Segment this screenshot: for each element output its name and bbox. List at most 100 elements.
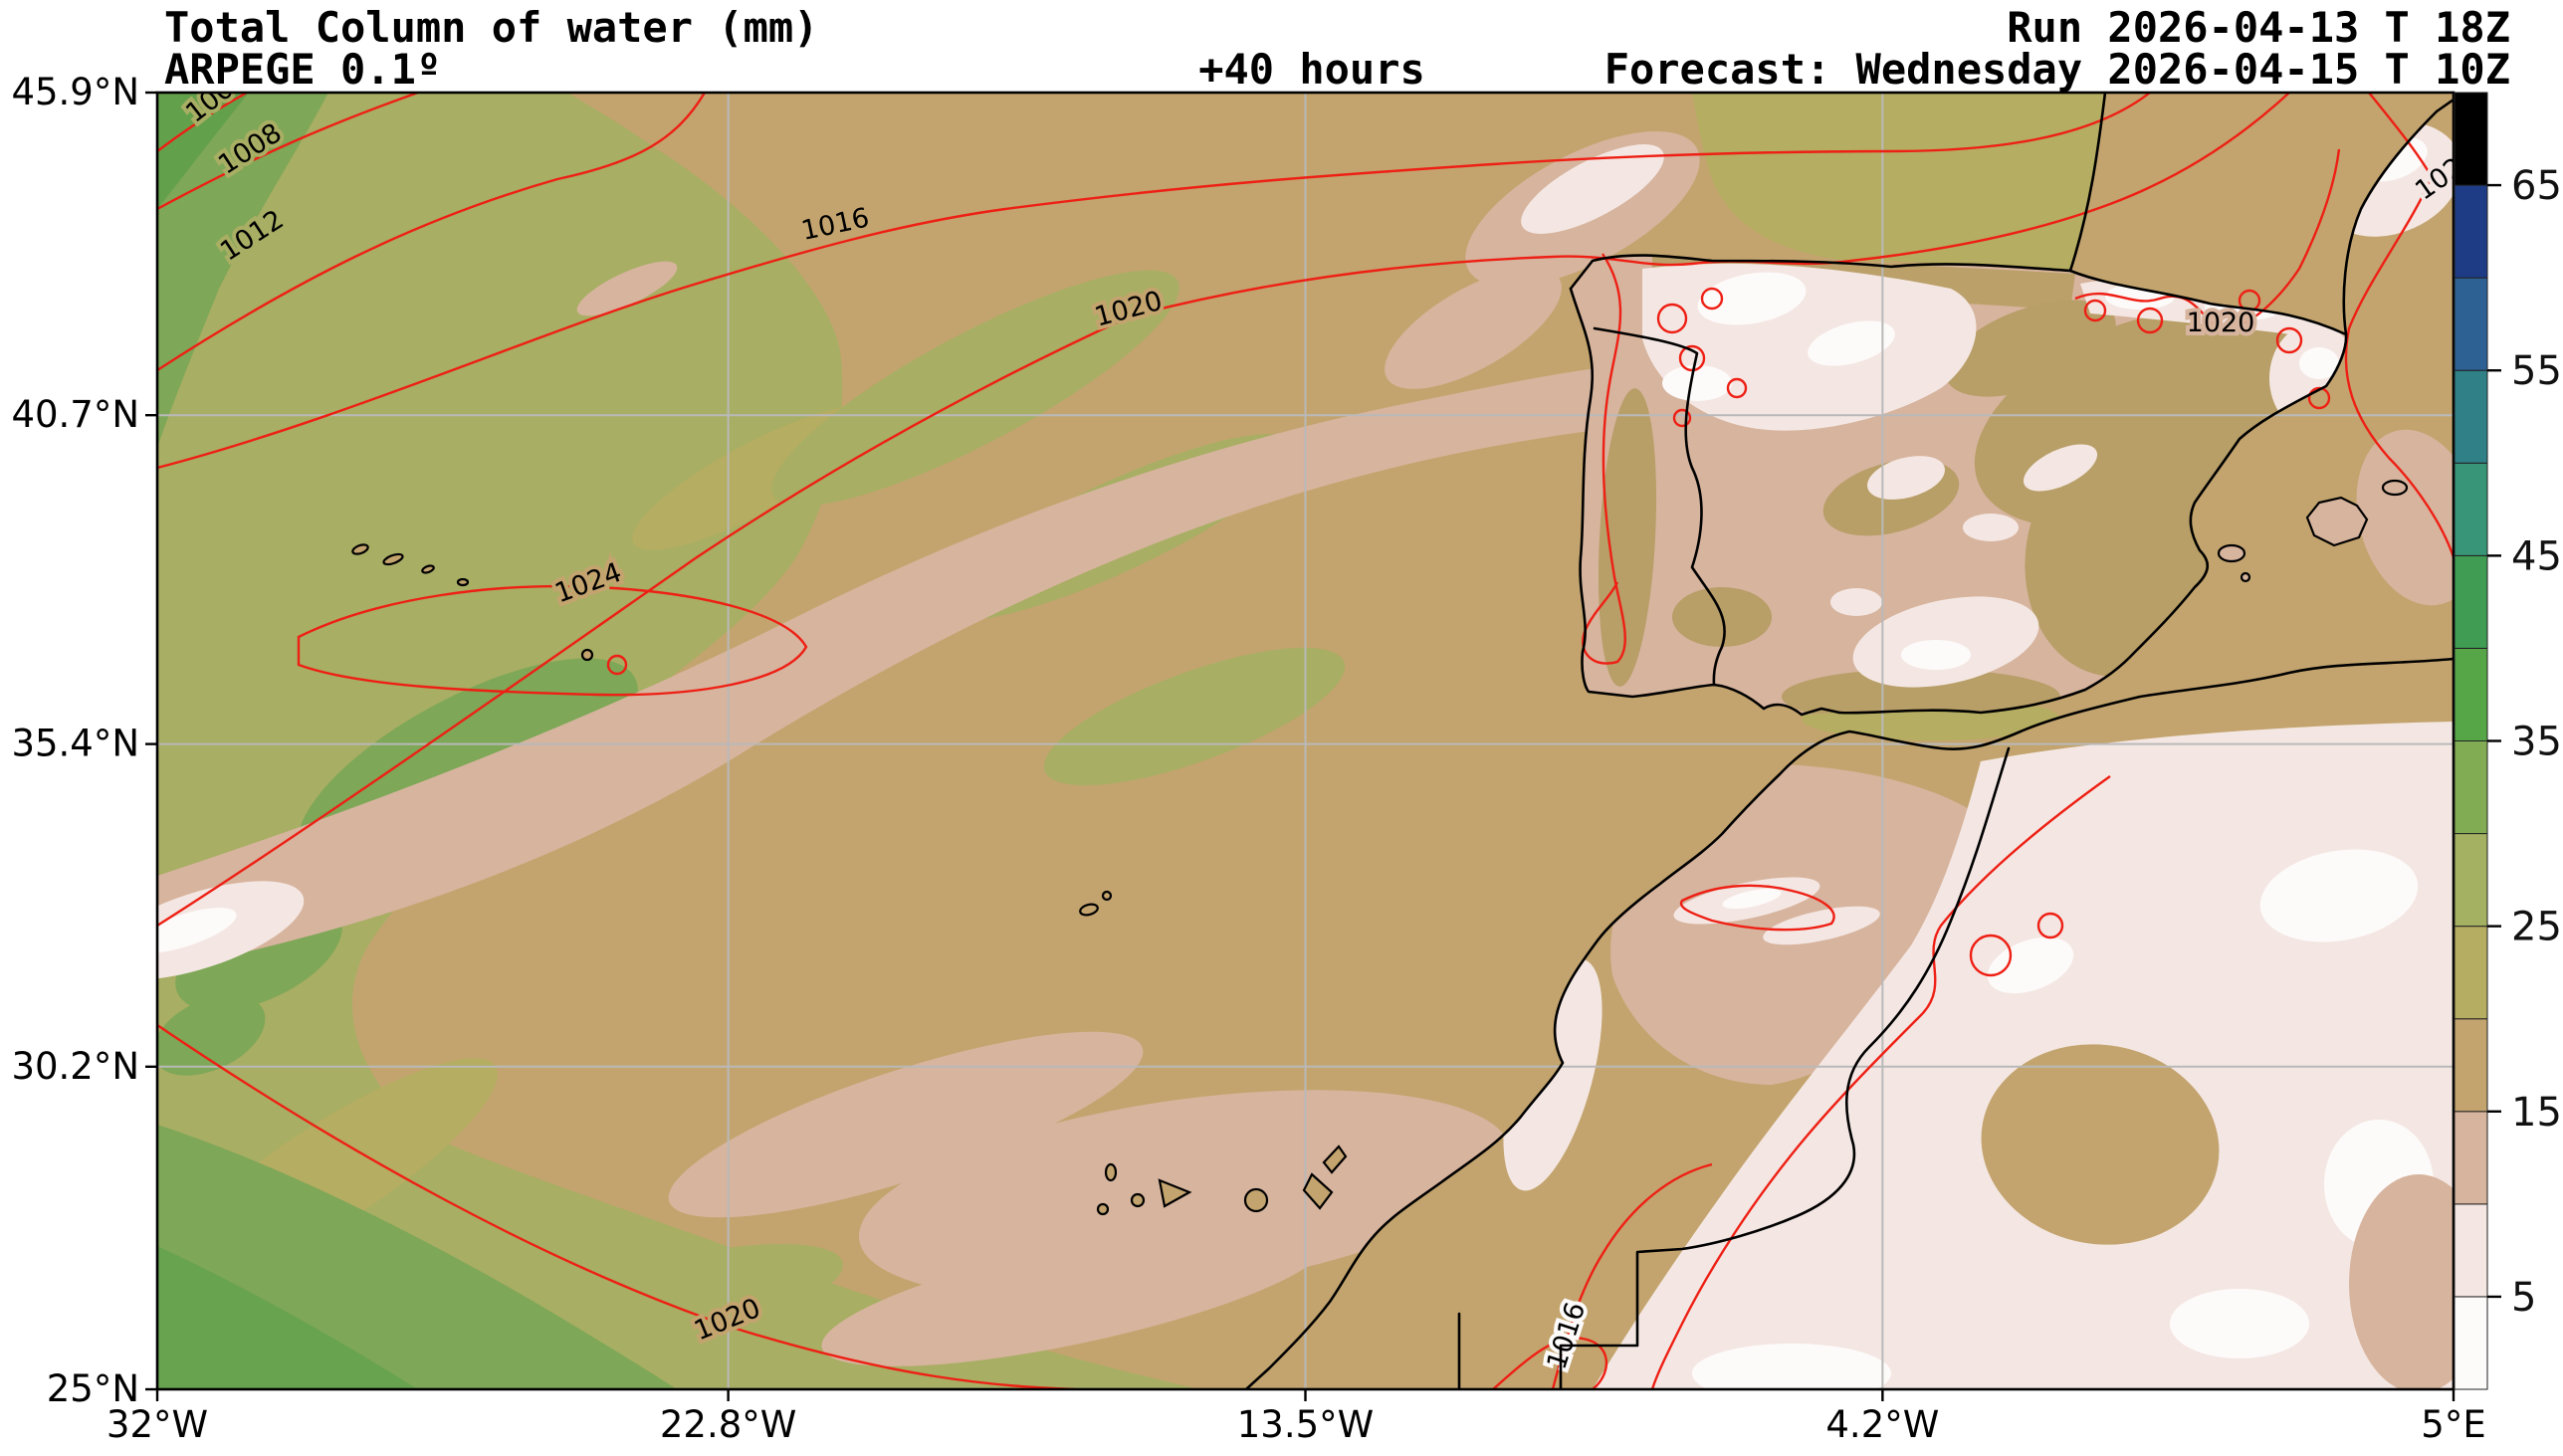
isobar-sahara <box>1650 775 2111 1389</box>
iberia-khaki <box>1945 300 2116 397</box>
field-pink-streak <box>1385 268 1562 389</box>
isobar-bottom-loop <box>1492 1337 1607 1389</box>
island-el-hierro <box>1096 1202 1110 1216</box>
iberia-white <box>1901 640 1971 670</box>
field-streak <box>550 1243 843 1345</box>
isobar-loop <box>2307 386 2331 410</box>
y-tick-label: 40.7°N <box>11 393 139 436</box>
colorbar-tick-label: 5 <box>2511 1275 2536 1321</box>
coast-portugal <box>1569 287 1841 717</box>
field-pink-streak <box>821 1221 1329 1366</box>
colorbar-segment <box>2454 647 2488 742</box>
gridlines <box>157 93 2454 1389</box>
island-azores <box>456 577 470 587</box>
island-lanzarote <box>1322 1144 1348 1174</box>
africa-white-bottom <box>1692 1344 1891 1389</box>
coast-africa <box>1244 657 2454 1389</box>
x-tick-label: 13.5°W <box>1237 1403 1374 1446</box>
coast-france-med <box>2342 98 2454 336</box>
isobar-loop <box>1726 377 1748 399</box>
field-pink-sliver <box>576 261 678 316</box>
y-tick-label: 35.4°N <box>11 723 139 765</box>
colorbar: 65 55 45 35 25 15 5 <box>2454 92 2562 1390</box>
colorbar-segment <box>2454 277 2488 371</box>
isobar-pyrenees <box>2074 148 2341 333</box>
africa-tan-blob <box>1981 1044 2220 1245</box>
colorbar-segment <box>2454 1203 2488 1298</box>
field-streak <box>1043 647 1346 786</box>
iberia-pale <box>1867 456 1945 500</box>
africa-pale-sahara <box>1593 722 2454 1389</box>
field-pink-streak <box>668 1031 1144 1218</box>
island-porto-santo <box>1101 890 1113 902</box>
isobar-1020-france <box>2344 93 2454 558</box>
island-formentera <box>2240 571 2251 583</box>
colorbar-segment <box>2454 92 2488 186</box>
island-santa-maria <box>580 648 594 662</box>
island-gran-canaria <box>1243 1187 1269 1213</box>
colorbar-tick-label: 35 <box>2511 720 2562 765</box>
island-madeira <box>1079 903 1099 917</box>
coastlines <box>1244 93 2454 1389</box>
iberia-khaki-portugal <box>1598 388 1657 687</box>
axes: 32°W 22.8°W 13.5°W 4.2°W 5°E 45.9°N 40.7°N 35.4… <box>11 71 2485 1446</box>
islands <box>351 479 2409 1216</box>
iberia-pale <box>1963 514 2019 541</box>
border-portugal-spain <box>1593 326 1726 687</box>
y-tick-label: 25°N <box>47 1367 139 1410</box>
isobar-loop <box>2136 307 2164 334</box>
field-biscay <box>1692 93 2110 274</box>
isobar-loop <box>1700 287 1724 311</box>
iberia-pale <box>1830 588 1882 616</box>
africa-white <box>2259 849 2419 942</box>
isobar-label: 1020 <box>2187 308 2255 338</box>
colorbar-segment <box>2454 184 2488 279</box>
isobar-1020-main <box>157 93 2290 928</box>
colorbar-segment <box>2454 833 2488 928</box>
colorbar-tick-label: 55 <box>2511 348 2562 394</box>
colorbar-tick-label: 25 <box>2511 905 2562 950</box>
iberia-white <box>1697 272 1807 325</box>
island-menorca <box>2381 479 2409 497</box>
africa-pink-corner <box>2349 1174 2454 1389</box>
iberia-white <box>1662 365 1732 401</box>
colorbar-segment <box>2454 1296 2488 1390</box>
coast-spain-north <box>1569 254 2072 291</box>
isobar-loop <box>2275 326 2303 354</box>
field-pale-streak <box>1521 144 1664 234</box>
colorbar-segment <box>2454 554 2488 649</box>
island-ibiza <box>2217 543 2246 563</box>
isobar-1008 <box>157 93 419 211</box>
field-green-blob <box>157 994 266 1076</box>
x-tick-label: 22.8°W <box>660 1403 796 1446</box>
colorbar-tick-label: 15 <box>2511 1090 2562 1136</box>
colorbar-tick-label: 65 <box>2511 163 2562 209</box>
island-fuerteventura <box>1302 1172 1334 1210</box>
isobar-1024 <box>297 584 808 697</box>
island-azores <box>421 564 435 574</box>
run-label: Run 2026-04-13 T 18Z <box>2007 3 2510 52</box>
colorbar-segment <box>2454 740 2488 835</box>
island-mallorca <box>2305 496 2369 547</box>
africa-white-atlas <box>1722 888 1782 910</box>
colorbar-segment <box>2454 369 2488 464</box>
island-la-palma <box>1104 1162 1118 1182</box>
field-green-band <box>157 93 328 448</box>
isobar-1012 <box>157 93 707 372</box>
isobar-1020-south <box>157 1024 1076 1389</box>
lead-time-label: +40 hours <box>1198 45 1425 94</box>
island-azores <box>351 543 369 555</box>
island-tenerife <box>1158 1178 1192 1208</box>
x-tick-label: 32°W <box>107 1403 208 1446</box>
isobar-atlas <box>1679 884 1835 932</box>
isobar-1024-core <box>606 654 628 676</box>
isobar-loop <box>1672 408 1692 428</box>
isobar-loop <box>1969 934 2013 977</box>
island-azores <box>382 552 404 566</box>
isobar-contours <box>157 93 2454 1389</box>
forecast-label: Forecast: Wednesday 2026-04-15 T 10Z <box>1604 45 2510 94</box>
colorbar-segment <box>2454 926 2488 1020</box>
isobar-loop <box>2083 299 2107 322</box>
